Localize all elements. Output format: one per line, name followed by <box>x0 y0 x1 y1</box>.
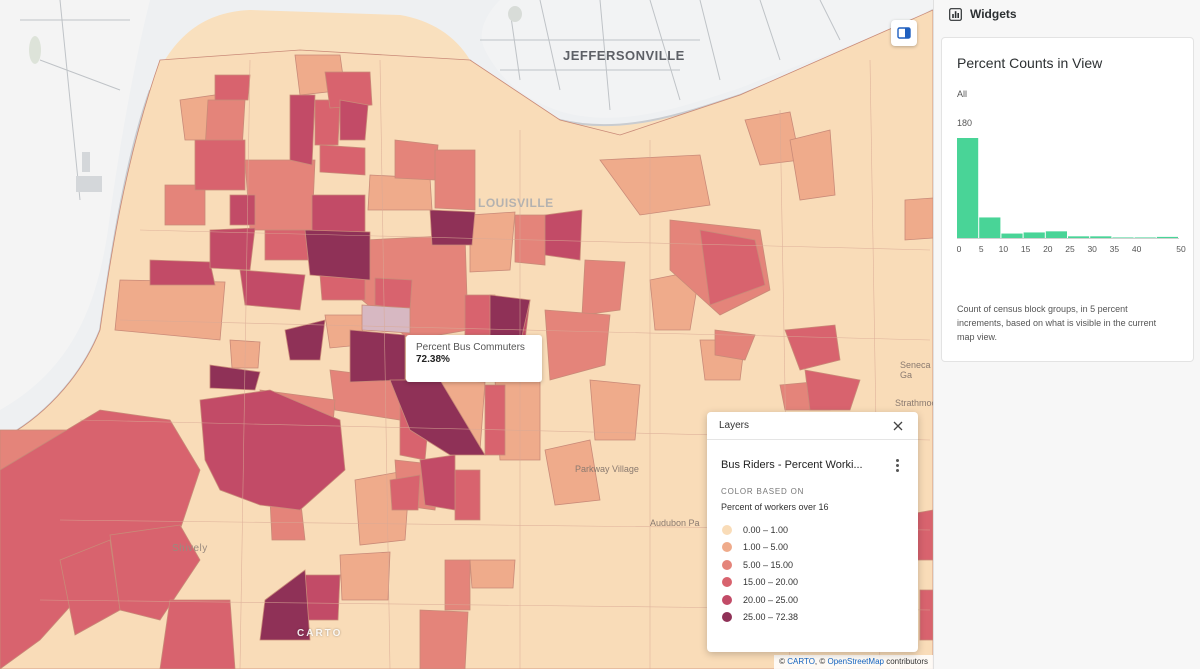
widgets-sidebar: Widgets Percent Counts in View All 180 0 5… <box>933 0 1200 669</box>
panel-toggle-button[interactable] <box>891 20 917 46</box>
histogram-bar[interactable] <box>957 138 979 238</box>
color-field-name: Percent of workers over 16 <box>721 502 829 512</box>
panel-toggle-icon <box>897 27 911 39</box>
layer-options-button[interactable] <box>890 457 904 473</box>
legend-swatch <box>722 542 732 553</box>
histogram-bar[interactable] <box>1068 236 1090 238</box>
legend-item: 0.00 – 1.00 <box>721 521 904 539</box>
more-vertical-icon <box>895 458 899 462</box>
histogram-bar[interactable] <box>1112 237 1134 238</box>
histogram-bar[interactable] <box>979 217 1001 238</box>
sidebar-title: Widgets <box>970 7 1017 21</box>
legend-label: 15.00 – 20.00 <box>743 577 799 588</box>
layer-name: Bus Riders - Percent Worki... <box>721 459 863 471</box>
legend-swatch <box>722 559 732 570</box>
layers-title: Layers <box>719 420 750 431</box>
layers-header: Layers <box>707 412 918 440</box>
legend-list: 0.00 – 1.00 1.00 – 5.00 5.00 – 15.00 15.… <box>721 521 904 626</box>
seneca-gardens-label: Seneca Ga <box>900 360 931 380</box>
jeffersonville-label: JEFFERSONVILLE <box>563 48 685 63</box>
y-max-label: 180 <box>957 118 972 128</box>
x-tick-label: 20 <box>1043 244 1053 254</box>
tooltip-label: Percent Bus Commuters <box>416 342 525 353</box>
legend-label: 25.00 – 72.38 <box>743 612 799 623</box>
x-tick-label: 0 <box>957 244 962 254</box>
histogram-bar[interactable] <box>1090 236 1112 238</box>
x-tick-label: 25 <box>1065 244 1075 254</box>
legend-item: 25.00 – 72.38 <box>721 609 904 627</box>
histogram-chart[interactable]: 180 0 5 10 15 20 25 30 35 40 50 <box>942 108 1193 258</box>
map-view[interactable]: JEFFERSONVILLE LOUISVILLE Shively Parkwa… <box>0 0 933 669</box>
audubon-park-label: Audubon Pa <box>650 518 700 528</box>
x-tick-label: 30 <box>1087 244 1097 254</box>
sidebar-header: Widgets <box>934 0 1200 28</box>
histogram-bar[interactable] <box>1045 231 1067 238</box>
widget-title: Percent Counts in View <box>957 55 1103 71</box>
map-tooltip: Percent Bus Commuters 72.38% <box>406 335 542 382</box>
strathmoor-label: Strathmoor <box>895 398 933 408</box>
layer-row[interactable]: Bus Riders - Percent Worki... <box>707 457 918 473</box>
layers-close-button[interactable] <box>890 418 906 434</box>
close-icon <box>893 421 903 430</box>
map-attribution: © CARTO, © OpenStreetMap contributors <box>774 655 933 669</box>
x-tick-label: 15 <box>1021 244 1031 254</box>
carto-logo: CARTO <box>297 628 343 639</box>
legend-label: 20.00 – 25.00 <box>743 594 799 605</box>
widget-filter-label[interactable]: All <box>957 89 968 99</box>
legend-swatch <box>722 577 732 588</box>
attribution-suffix: contributors <box>883 657 928 666</box>
legend-item: 15.00 – 20.00 <box>721 574 904 592</box>
x-tick-label: 35 <box>1110 244 1120 254</box>
legend-label: 0.00 – 1.00 <box>743 524 789 535</box>
x-tick-label: 50 <box>1176 244 1186 254</box>
layers-panel: Layers Bus Riders - Percent Worki... COL… <box>707 412 918 652</box>
histogram-bar[interactable] <box>1134 237 1156 238</box>
x-tick-label: 10 <box>999 244 1009 254</box>
choropleth-map[interactable] <box>0 0 933 669</box>
legend-swatch <box>722 594 732 605</box>
tooltip-value: 72.38% <box>416 354 450 365</box>
widget-description: Count of census block groups, in 5 perce… <box>957 304 1157 342</box>
x-tick-label: 40 <box>1132 244 1142 254</box>
shively-label: Shively <box>172 543 208 554</box>
legend-swatch <box>722 524 732 535</box>
legend-item: 1.00 – 5.00 <box>721 539 904 557</box>
parkway-village-label: Parkway Village <box>575 464 639 474</box>
histogram-bar[interactable] <box>1156 236 1178 238</box>
histogram-bar[interactable] <box>1023 232 1045 238</box>
legend-label: 1.00 – 5.00 <box>743 542 789 553</box>
legend-swatch <box>722 612 732 623</box>
histogram-widget: Percent Counts in View All 180 0 5 10 15 20 25… <box>941 37 1194 362</box>
color-based-on-caption: COLOR BASED ON <box>721 487 805 496</box>
x-tick-label: 5 <box>979 244 984 254</box>
bar-chart-icon <box>949 7 962 21</box>
louisville-label: LOUISVILLE <box>478 196 554 210</box>
histogram-bar[interactable] <box>1001 233 1023 238</box>
legend-item: 5.00 – 15.00 <box>721 556 904 574</box>
attribution-prefix: © <box>779 657 788 666</box>
legend-item: 20.00 – 25.00 <box>721 591 904 609</box>
openstreetmap-link[interactable]: OpenStreetMap <box>827 657 884 666</box>
attribution-separator: , © <box>814 657 828 666</box>
legend-label: 5.00 – 15.00 <box>743 559 794 570</box>
carto-link[interactable]: CARTO <box>787 657 815 666</box>
